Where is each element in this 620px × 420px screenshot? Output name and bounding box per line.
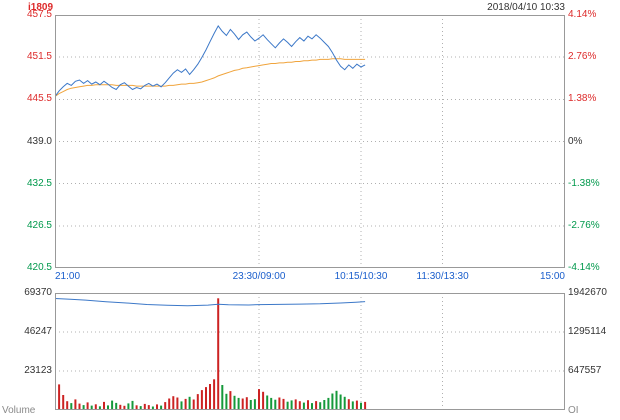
contract-symbol: i1809	[28, 2, 54, 13]
price-right-axis-tick: -1.38%	[568, 177, 600, 189]
volume-axis-left: 69370 46247 23123	[0, 287, 52, 410]
price-chart-svg	[55, 15, 565, 268]
price-left-axis-tick: 420.5	[26, 262, 52, 273]
time-axis-tick: 23:30/09:00	[232, 271, 286, 282]
price-left-axis-tick: 457.5	[26, 9, 52, 20]
price-left-axis-tick: 426.5	[26, 219, 52, 231]
price-left-axis-tick: 439.0	[26, 135, 52, 147]
time-axis-tick: 15:00	[539, 271, 565, 282]
price-right-axis-tick: 1.38%	[568, 93, 597, 105]
time-axis-tick: 21:00	[55, 271, 81, 282]
datetime-label: 2018/04/10 10:33	[487, 2, 565, 13]
time-axis-tick: 10:15/10:30	[334, 271, 388, 282]
open-interest-axis-right: 1942670 1295114 647557	[568, 287, 618, 410]
price-right-axis-tick: 2.76%	[568, 51, 597, 63]
vol-right-axis-tick: 1295114	[568, 326, 607, 337]
vol-left-axis-tick: 69370	[24, 287, 52, 298]
volume-panel-label: Volume	[2, 405, 36, 416]
vol-left-axis-tick: 23123	[24, 365, 52, 376]
price-right-axis-tick: -4.14%	[568, 262, 600, 273]
price-right-axis-tick: -2.76%	[568, 219, 600, 231]
time-axis-tick: 11:30/13:30	[416, 271, 469, 282]
time-axis: 21:00 23:30/09:00 10:15/10:30 11:30/13:30 15…	[55, 270, 565, 284]
price-left-axis-tick: 445.5	[26, 93, 52, 105]
percent-axis-right: 4.14% 2.76% 1.38% 0% -1.38% -2.76% -4.14%	[568, 9, 618, 273]
price-axis-left: 457.5 451.5 445.5 439.0 432.5 426.5 420.5	[0, 9, 52, 273]
volume-chart-panel[interactable]	[55, 293, 565, 410]
vol-right-axis-tick: 647557	[568, 365, 602, 376]
price-right-axis-tick: 0%	[568, 135, 583, 147]
price-left-axis-tick: 432.5	[26, 177, 52, 189]
price-right-axis-tick: 4.14%	[568, 9, 597, 20]
price-left-axis-tick: 451.5	[26, 51, 52, 63]
price-chart-panel[interactable]	[55, 15, 565, 268]
vol-left-axis-tick: 46247	[24, 326, 52, 337]
open-interest-panel-label: OI	[568, 405, 579, 416]
volume-chart-svg	[55, 293, 565, 410]
vol-right-axis-tick: 1942670	[568, 287, 607, 298]
